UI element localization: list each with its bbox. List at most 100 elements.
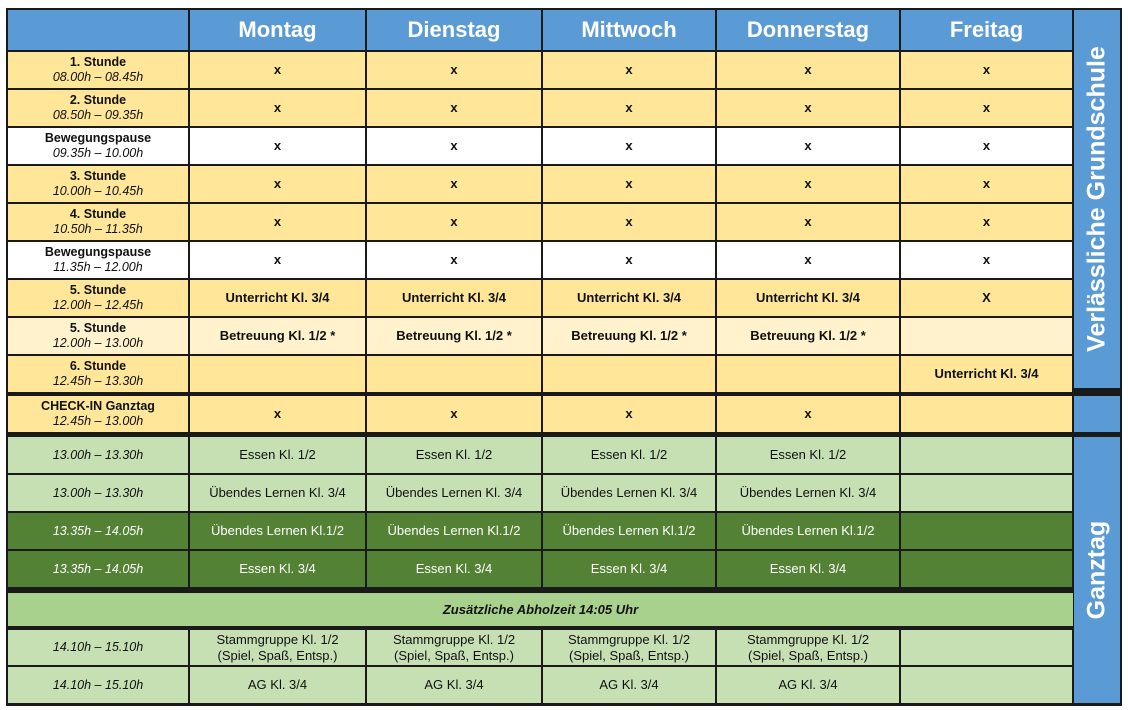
slot-time: 12.45h – 13.00h [52,414,144,428]
slot-name: 1. Stunde [69,55,127,69]
schedule-cell: Stammgruppe Kl. 1/2 (Spiel, Spaß, Entsp.… [717,630,899,665]
schedule-cell: Übendes Lernen Kl.1/2 [717,513,899,549]
schedule-cell: x [190,90,365,126]
schedule-cell: x [367,396,541,432]
time-label: Bewegungspause 11.35h – 12.00h [8,242,188,278]
time-label: 5. Stunde 12.00h – 13.00h [8,318,188,354]
schedule-cell [367,356,541,392]
schedule-cell: Unterricht Kl. 3/4 [543,280,715,316]
schedule-cell: AG Kl. 3/4 [717,667,899,703]
schedule-cell [543,356,715,392]
slot-time: 12.00h – 12.45h [52,298,144,312]
schedule-cell: x [901,90,1072,126]
schedule-cell: x [543,90,715,126]
slot-time: 14.10h – 15.10h [52,640,144,654]
schedule-cell: Übendes Lernen Kl. 3/4 [543,475,715,511]
time-label: 13.00h – 13.30h [8,475,188,511]
schedule-cell [901,667,1072,703]
schedule-cell: Übendes Lernen Kl.1/2 [190,513,365,549]
schedule-cell: x [190,204,365,240]
schedule-cell: x [367,204,541,240]
schedule-cell: Übendes Lernen Kl.1/2 [367,513,541,549]
schedule-cell: x [901,128,1072,164]
schedule-cell [901,396,1072,432]
schedule-cell: x [190,128,365,164]
schedule-cell: Übendes Lernen Kl. 3/4 [190,475,365,511]
time-label: 14.10h – 15.10h [8,667,188,703]
schedule-cell [190,356,365,392]
slot-time: 12.00h – 13.00h [52,336,144,350]
slot-time: 11.35h – 12.00h [53,260,143,274]
schedule-cell: x [367,128,541,164]
time-label: 14.10h – 15.10h [8,630,188,665]
schedule-cell: Essen Kl. 3/4 [717,551,899,587]
slot-name: 2. Stunde [69,93,127,107]
day-header-mittwoch: Mittwoch [543,10,715,50]
schedule-cell: Stammgruppe Kl. 1/2 (Spiel, Spaß, Entsp.… [190,630,365,665]
schedule-cell: Essen Kl. 1/2 [190,437,365,473]
schedule-cell: Übendes Lernen Kl.1/2 [543,513,715,549]
schedule-cell: Betreuung Kl. 1/2 * [367,318,541,354]
schedule-cell: x [543,204,715,240]
schedule-cell: x [543,396,715,432]
slot-time: 13.00h – 13.30h [52,485,144,500]
schedule-cell: x [543,242,715,278]
schedule-cell: Essen Kl. 1/2 [717,437,899,473]
time-label: 5. Stunde 12.00h – 12.45h [8,280,188,316]
schedule-cell: x [717,396,899,432]
slot-time: 13.00h – 13.30h [52,447,144,462]
slot-time: 08.50h – 09.35h [52,108,144,122]
schedule-cell: x [190,166,365,202]
slot-name: Bewegungspause [44,131,152,145]
schedule-cell: x [367,166,541,202]
pickup-banner: Zusätzliche Abholzeit 14:05 Uhr [8,593,1073,626]
schedule-cell: x [543,166,715,202]
schedule-cell: Betreuung Kl. 1/2 * [717,318,899,354]
schedule-cell: x [543,128,715,164]
time-label: 13.35h – 14.05h [8,551,188,587]
schedule-cell: AG Kl. 3/4 [543,667,715,703]
schedule-cell [901,630,1072,665]
slot-name: CHECK-IN Ganztag [41,399,155,413]
schedule-cell: x [543,52,715,88]
time-label: 6. Stunde 12.45h – 13.30h [8,356,188,392]
schedule-cell [901,551,1072,587]
day-header-dienstag: Dienstag [367,10,541,50]
slot-name: 6. Stunde [69,359,127,373]
slot-time: 10.50h – 11.35h [53,222,143,236]
schedule-cell [901,437,1072,473]
time-label: 2. Stunde 08.50h – 09.35h [8,90,188,126]
schedule-cell: Unterricht Kl. 3/4 [717,280,899,316]
time-label: 1. Stunde 08.00h – 08.45h [8,52,188,88]
schedule-cell: Stammgruppe Kl. 1/2 (Spiel, Spaß, Entsp.… [367,630,541,665]
schedule-cell: x [717,52,899,88]
schedule-cell: Essen Kl. 3/4 [367,551,541,587]
schedule-cell: x [901,166,1072,202]
schedule-cell: Unterricht Kl. 3/4 [901,356,1072,392]
slot-time: 10.00h – 10.45h [52,184,144,198]
schedule-cell: x [190,52,365,88]
time-label: CHECK-IN Ganztag 12.45h – 13.00h [8,396,188,432]
time-label: 3. Stunde 10.00h – 10.45h [8,166,188,202]
schedule-cell: x [367,52,541,88]
schedule-cell: Stammgruppe Kl. 1/2 (Spiel, Spaß, Entsp.… [543,630,715,665]
schedule-cell: x [901,204,1072,240]
schedule-cell: x [367,242,541,278]
schedule-cell: AG Kl. 3/4 [367,667,541,703]
schedule-cell: Essen Kl. 1/2 [367,437,541,473]
schedule-cell: AG Kl. 3/4 [190,667,365,703]
schedule-cell: Essen Kl. 1/2 [543,437,715,473]
time-label: 13.00h – 13.30h [8,437,188,473]
slot-time: 13.35h – 14.05h [52,561,144,576]
schedule-cell [717,356,899,392]
schedule-cell: x [190,242,365,278]
schedule-cell: Übendes Lernen Kl. 3/4 [717,475,899,511]
schedule-cell: x [901,242,1072,278]
schedule-cell: Essen Kl. 3/4 [543,551,715,587]
side-label-top-bar: Verlässliche Grundschule [1074,10,1120,388]
day-header-montag: Montag [190,10,365,50]
schedule-cell: x [717,128,899,164]
slot-time: 08.00h – 08.45h [52,70,144,84]
schedule-cell [901,318,1072,354]
schedule-cell: Betreuung Kl. 1/2 * [543,318,715,354]
